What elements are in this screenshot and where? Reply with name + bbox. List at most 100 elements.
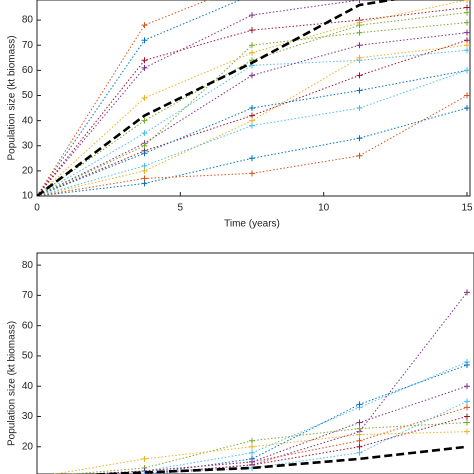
point-marker xyxy=(141,150,148,157)
point-marker xyxy=(464,105,470,112)
point-marker xyxy=(464,9,470,16)
point-marker xyxy=(356,72,363,79)
point-marker xyxy=(356,54,363,61)
series-line xyxy=(37,39,468,196)
y-tick-label: 60 xyxy=(22,65,34,76)
point-marker xyxy=(249,117,255,124)
x-tick-label: 5 xyxy=(178,203,184,214)
y-tick-label: 40 xyxy=(22,381,34,392)
y-axis-label: Population size (kt biomass) xyxy=(7,321,18,446)
point-marker xyxy=(464,404,470,411)
point-marker xyxy=(249,72,255,79)
point-marker xyxy=(249,105,255,112)
point-marker xyxy=(356,0,363,3)
series-line xyxy=(37,0,399,196)
point-marker xyxy=(141,57,148,64)
point-marker xyxy=(249,437,255,444)
plot-area xyxy=(51,289,470,474)
series-line xyxy=(126,415,468,474)
point-marker xyxy=(464,413,470,420)
point-marker xyxy=(464,29,470,36)
point-marker xyxy=(249,42,255,49)
point-marker xyxy=(141,95,148,101)
point-marker xyxy=(249,27,255,34)
point-marker xyxy=(464,92,470,99)
point-marker xyxy=(356,419,363,426)
series-line xyxy=(37,7,468,196)
y-tick-label: 20 xyxy=(22,166,34,177)
point-marker xyxy=(141,471,148,474)
point-marker xyxy=(356,425,363,432)
series-line xyxy=(37,0,242,196)
point-marker xyxy=(464,428,470,435)
series-line xyxy=(37,107,468,196)
series-line xyxy=(81,361,468,474)
point-marker xyxy=(464,37,470,44)
y-tick-label: 30 xyxy=(22,140,34,151)
point-marker xyxy=(249,449,255,456)
point-marker xyxy=(141,167,148,174)
series-line xyxy=(126,364,468,474)
point-marker xyxy=(464,4,470,11)
point-marker xyxy=(249,443,255,450)
point-marker xyxy=(249,458,255,465)
point-marker xyxy=(356,87,363,94)
point-marker xyxy=(464,289,470,296)
point-marker xyxy=(141,455,148,462)
plot-area xyxy=(37,0,470,196)
x-tick-label: 15 xyxy=(461,203,473,214)
point-marker xyxy=(356,42,363,49)
point-marker xyxy=(249,112,255,119)
y-tick-label: 70 xyxy=(22,290,34,301)
point-marker xyxy=(356,29,363,36)
series-line xyxy=(81,385,468,474)
y-tick-label: 20 xyxy=(22,441,34,452)
series-line xyxy=(37,69,468,196)
y-tick-label: 30 xyxy=(22,411,34,422)
point-marker xyxy=(249,155,255,162)
point-marker xyxy=(356,443,363,450)
plot-frame xyxy=(36,252,474,474)
point-marker xyxy=(464,383,470,390)
point-marker xyxy=(141,37,148,44)
point-marker xyxy=(141,64,148,71)
series-line xyxy=(37,44,468,196)
point-marker xyxy=(464,47,470,54)
point-marker xyxy=(141,130,148,137)
point-marker xyxy=(141,22,148,29)
point-marker xyxy=(249,170,255,177)
point-marker xyxy=(464,419,470,426)
point-marker xyxy=(464,42,470,49)
x-axis-label: Time (years) xyxy=(224,219,280,230)
point-marker xyxy=(141,175,148,182)
point-marker xyxy=(141,180,148,187)
point-marker xyxy=(464,398,470,405)
x-tick-label: 10 xyxy=(318,203,330,214)
point-marker xyxy=(249,122,255,129)
point-marker xyxy=(249,49,255,56)
point-marker xyxy=(141,117,148,124)
series-line xyxy=(37,12,468,196)
point-marker xyxy=(141,162,148,169)
y-axis-label: Population size (kt biomass) xyxy=(7,35,18,160)
x-tick-label: 0 xyxy=(34,203,40,214)
point-marker xyxy=(464,362,470,369)
point-marker xyxy=(356,22,363,29)
point-marker xyxy=(356,135,363,142)
y-tick-label: 50 xyxy=(22,351,34,362)
point-marker xyxy=(464,67,470,74)
series-line xyxy=(37,0,468,196)
point-marker xyxy=(249,12,255,19)
point-marker xyxy=(356,431,363,438)
series-line xyxy=(37,22,468,196)
point-marker xyxy=(464,19,470,26)
y-tick-label: 60 xyxy=(22,320,34,331)
plot-frame xyxy=(36,0,471,197)
point-marker xyxy=(356,437,363,444)
y-tick-label: 70 xyxy=(22,40,34,51)
point-marker xyxy=(356,152,363,159)
point-marker xyxy=(356,105,363,112)
y-tick-label: 80 xyxy=(22,260,34,271)
point-marker xyxy=(356,449,363,456)
